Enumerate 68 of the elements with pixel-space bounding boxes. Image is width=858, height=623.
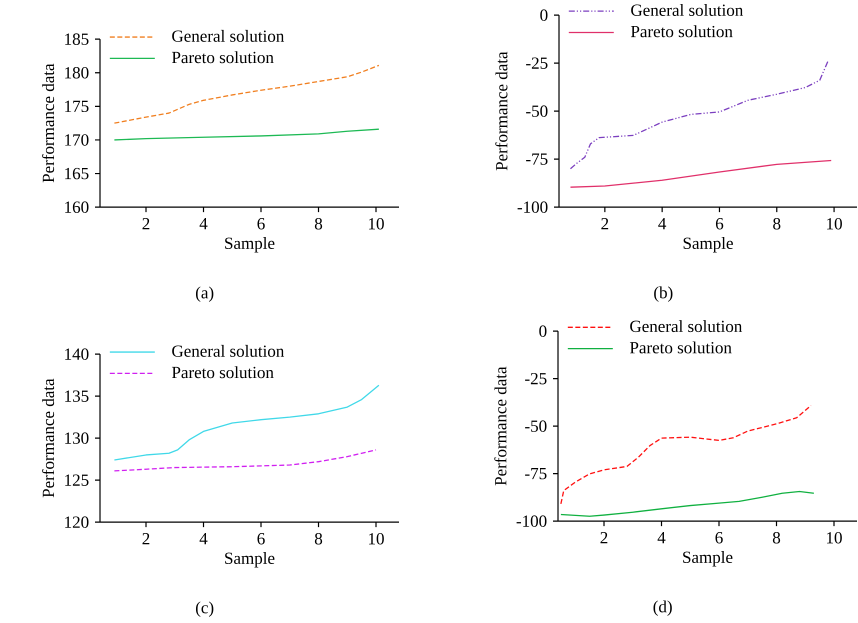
legend-label: General solution: [631, 4, 744, 16]
line-series: [114, 128, 380, 141]
line-series: [570, 160, 832, 188]
x-tick-label: 4: [658, 218, 666, 230]
line-series: [114, 384, 380, 461]
x-tick-label: 8: [314, 533, 322, 545]
legend-label: General solution: [630, 320, 742, 332]
x-tick-label: 4: [658, 532, 666, 544]
legend-label: General solution: [172, 345, 284, 358]
y-tick-label: 140: [65, 348, 88, 360]
x-tick-label: 10: [369, 218, 384, 230]
y-tick-label: -75: [526, 154, 548, 166]
y-axis-title: Performance data: [42, 64, 54, 183]
y-tick-label: 135: [65, 390, 88, 402]
x-axis-title: Sample: [683, 551, 732, 567]
y-tick-label: 125: [65, 474, 88, 486]
legend-label: Pareto solution: [630, 26, 733, 38]
y-tick-label: -75: [525, 468, 546, 480]
x-tick-label: 2: [601, 218, 608, 230]
legend-label: General solution: [172, 30, 284, 42]
y-tick-label: -25: [525, 373, 546, 385]
x-tick-label: 8: [773, 218, 780, 230]
x-axis-title: Sample: [225, 552, 274, 568]
x-tick-label: 10: [369, 533, 384, 545]
y-tick-label: -50: [526, 106, 548, 118]
x-tick-label: 2: [600, 532, 608, 544]
x-axis-title: Sample: [225, 237, 274, 253]
y-tick-label: 0: [539, 326, 546, 338]
y-tick-label: 180: [65, 67, 88, 79]
x-tick-label: 6: [715, 532, 723, 544]
y-axis-title: Performance data: [495, 52, 508, 171]
y-tick-label: -25: [526, 58, 548, 70]
y-tick-label: -50: [525, 420, 546, 432]
x-tick-label: 10: [827, 218, 842, 230]
x-tick-label: 6: [716, 218, 724, 230]
x-tick-label: 10: [827, 532, 842, 544]
legend-label: Pareto solution: [630, 342, 732, 354]
y-tick-label: 165: [65, 168, 88, 180]
text: (a): [196, 286, 214, 302]
x-tick-label: 4: [200, 218, 208, 230]
y-tick-label: 185: [65, 34, 88, 46]
y-tick-label: 130: [65, 432, 88, 444]
text: (c): [196, 602, 214, 618]
line-series: [114, 64, 380, 124]
x-tick-label: 8: [772, 532, 780, 544]
legend-label: Pareto solution: [172, 51, 274, 64]
y-tick-label: 120: [65, 516, 88, 528]
x-tick-label: 2: [142, 218, 150, 230]
y-axis-title: Performance data: [42, 378, 54, 498]
x-tick-label: 8: [314, 218, 322, 230]
text: (d): [653, 600, 672, 616]
line-series: [570, 60, 829, 170]
y-tick-label: -100: [518, 202, 548, 214]
line-series: [560, 405, 812, 505]
y-tick-label: -100: [516, 516, 546, 528]
text: (b): [654, 286, 672, 302]
x-tick-label: 6: [257, 218, 265, 230]
line-series: [560, 491, 815, 518]
x-tick-label: 6: [257, 533, 265, 545]
y-tick-label: 160: [65, 202, 88, 214]
y-axis-title: Performance data: [494, 366, 506, 486]
x-tick-label: 2: [142, 533, 150, 544]
legend-label: Pareto solution: [172, 366, 274, 378]
y-tick-label: 0: [540, 10, 548, 22]
y-tick-label: 170: [65, 134, 88, 146]
y-tick-label: 175: [65, 100, 88, 112]
x-tick-label: 4: [200, 533, 208, 544]
x-axis-title: Sample: [684, 237, 733, 253]
